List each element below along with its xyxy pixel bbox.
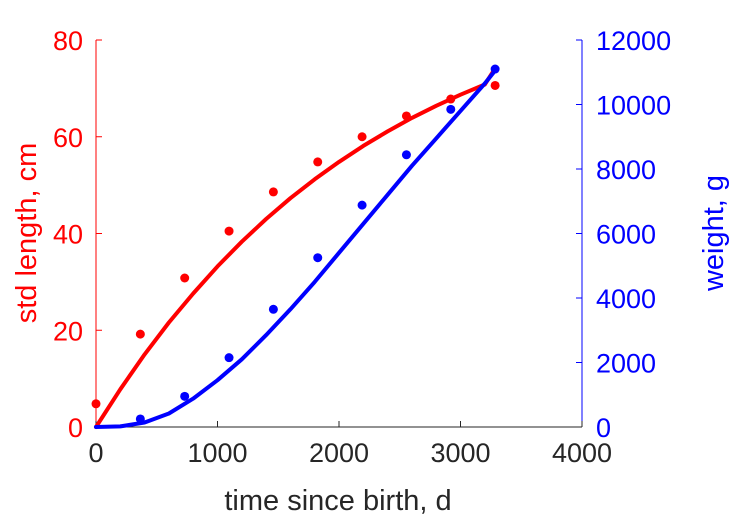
right-axis-label: weight, g xyxy=(698,175,729,292)
weight-data-point xyxy=(268,304,278,314)
weight-data-point xyxy=(135,414,145,424)
left-axis: 0 20 40 60 80 xyxy=(53,26,102,443)
length-data-point xyxy=(313,157,323,167)
right-tick-label: 12000 xyxy=(596,26,671,56)
right-tick-label: 0 xyxy=(596,413,611,443)
weight-data-point xyxy=(224,353,234,363)
length-data-point xyxy=(490,80,500,90)
length-data-point xyxy=(180,273,190,283)
x-tick-label: 1000 xyxy=(187,438,247,468)
right-tick-label: 6000 xyxy=(596,220,656,250)
weight-data-point xyxy=(446,104,456,114)
right-axis: 0 2000 4000 6000 8000 10000 12000 xyxy=(576,26,671,443)
length-data-point xyxy=(224,226,234,236)
right-tick-label: 4000 xyxy=(596,284,656,314)
x-axis: 0 1000 2000 3000 4000 xyxy=(88,421,612,468)
left-axis-label: std length, cm xyxy=(11,143,43,324)
x-axis-label: time since birth, d xyxy=(224,485,451,517)
weight-data-point xyxy=(401,150,411,160)
length-fit-line xyxy=(94,66,498,429)
right-tick-label: 8000 xyxy=(596,155,656,185)
left-tick-label: 20 xyxy=(53,316,83,346)
weight-fit-line xyxy=(94,68,498,429)
x-tick-label: 0 xyxy=(88,438,103,468)
left-tick-label: 40 xyxy=(53,220,83,250)
length-data-point xyxy=(91,399,101,409)
left-tick-label: 0 xyxy=(68,413,83,443)
length-data-point xyxy=(357,132,367,142)
length-data-point xyxy=(446,94,456,104)
x-tick-label: 3000 xyxy=(430,438,490,468)
weight-data-point xyxy=(490,64,500,74)
weight-data-point xyxy=(313,253,323,263)
x-tick-label: 4000 xyxy=(552,438,612,468)
weight-data-point xyxy=(180,391,190,401)
length-data-point xyxy=(135,329,145,339)
plot-area xyxy=(91,64,500,429)
right-tick-label: 10000 xyxy=(596,91,671,121)
left-tick-label: 80 xyxy=(53,26,83,56)
x-tick-label: 2000 xyxy=(309,438,369,468)
weight-data-point xyxy=(357,200,367,210)
right-tick-label: 2000 xyxy=(596,349,656,379)
length-data-point xyxy=(268,187,278,197)
left-tick-label: 60 xyxy=(53,123,83,153)
length-data-point xyxy=(401,111,411,121)
